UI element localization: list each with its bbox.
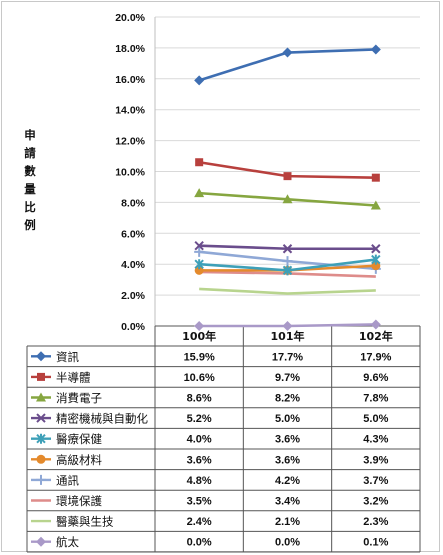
legend-key-marker xyxy=(36,454,46,464)
series-4-point xyxy=(282,244,293,254)
data-label: 2.3% xyxy=(363,516,388,528)
legend-key-marker xyxy=(37,372,45,381)
series-2-point xyxy=(371,173,380,182)
series-3-point xyxy=(282,194,293,204)
series-9-line xyxy=(199,287,376,295)
legend-label: 精密機械與自動化 xyxy=(56,412,148,426)
data-label: 4.8% xyxy=(187,475,212,487)
x-category-label: 100年 xyxy=(182,329,216,343)
legend-key-marker xyxy=(36,433,46,444)
series-10-point xyxy=(194,321,205,331)
x-category-label: 101年 xyxy=(271,329,305,343)
y-tick-label: 2.0% xyxy=(121,290,146,302)
data-label: 5.0% xyxy=(363,413,388,425)
data-label: 8.2% xyxy=(275,393,300,405)
data-label: 7.8% xyxy=(363,393,388,405)
data-label: 2.4% xyxy=(187,516,212,528)
legend-label: 醫藥與生技 xyxy=(56,515,114,529)
series-6-point xyxy=(194,265,204,275)
data-label: 3.6% xyxy=(275,454,300,466)
data-label: 4.2% xyxy=(275,475,300,487)
series-4-point xyxy=(371,244,381,254)
data-label: 8.6% xyxy=(187,393,212,405)
legend-key-marker xyxy=(36,536,46,547)
y-tick-label: 16.0% xyxy=(115,74,145,86)
data-label: 2.1% xyxy=(275,516,300,528)
data-label: 9.7% xyxy=(275,372,300,384)
y-axis-label: 申請數量比例 xyxy=(24,128,36,232)
series-5-point xyxy=(371,254,381,265)
series-3-point xyxy=(194,188,205,198)
data-label: 9.6% xyxy=(363,372,388,384)
series-2-point xyxy=(283,172,292,181)
legend-label: 半導體 xyxy=(56,370,91,384)
y-tick-label: 12.0% xyxy=(115,136,145,148)
y-tick-label: 18.0% xyxy=(115,43,145,55)
y-tick-label: 14.0% xyxy=(115,105,145,117)
series-7-point xyxy=(194,246,205,257)
data-label: 3.2% xyxy=(363,496,388,508)
legend-label: 高級材料 xyxy=(56,453,102,467)
series-1-point xyxy=(194,75,205,86)
y-tick-label: 4.0% xyxy=(121,259,146,271)
series-6-point xyxy=(371,261,381,271)
legend-label: 航太 xyxy=(56,535,79,549)
series-2-point xyxy=(195,158,204,167)
data-label: 3.7% xyxy=(363,475,388,487)
data-label: 17.9% xyxy=(360,351,391,363)
series-10-point xyxy=(370,319,381,330)
legend-label: 資訊 xyxy=(56,350,79,364)
legend-label: 通訊 xyxy=(56,473,79,487)
legend-label: 環境保護 xyxy=(56,494,102,508)
legend-key-marker xyxy=(36,392,46,402)
data-label: 3.5% xyxy=(187,496,212,508)
y-tick-label: 8.0% xyxy=(121,197,146,209)
data-label: 0.0% xyxy=(187,537,212,549)
data-label: 4.3% xyxy=(363,434,388,446)
legend-label: 醫療保健 xyxy=(56,432,102,446)
legend-label: 消費電子 xyxy=(56,391,102,405)
series-10-point xyxy=(282,321,293,331)
series-5-point xyxy=(282,265,293,276)
data-label: 3.6% xyxy=(187,454,212,466)
data-label: 5.0% xyxy=(275,413,300,425)
series-4-point xyxy=(194,240,204,251)
data-label: 3.4% xyxy=(275,496,300,508)
data-label: 4.0% xyxy=(187,434,212,446)
series-5-point xyxy=(194,259,204,270)
data-label: 5.2% xyxy=(187,413,212,425)
x-category-label: 102年 xyxy=(359,329,393,343)
data-label: 3.6% xyxy=(275,434,300,446)
data-label: 15.9% xyxy=(184,351,215,363)
y-tick-label: 0.0% xyxy=(121,321,146,333)
legend-key-marker xyxy=(36,474,46,485)
data-label: 3.9% xyxy=(363,454,388,466)
legend-key-marker xyxy=(36,413,46,423)
series-7-point xyxy=(282,256,293,267)
data-label: 0.0% xyxy=(275,537,300,549)
series-3-point xyxy=(370,200,381,210)
data-label: 17.7% xyxy=(272,351,303,363)
series-1-point xyxy=(370,44,381,55)
y-tick-label: 6.0% xyxy=(121,228,146,240)
data-label: 10.6% xyxy=(184,372,215,384)
legend-key-marker xyxy=(36,351,46,362)
data-label: 0.1% xyxy=(363,537,388,549)
y-tick-label: 10.0% xyxy=(115,167,145,179)
y-tick-label: 20.0% xyxy=(115,12,145,24)
series-1-point xyxy=(282,47,293,58)
